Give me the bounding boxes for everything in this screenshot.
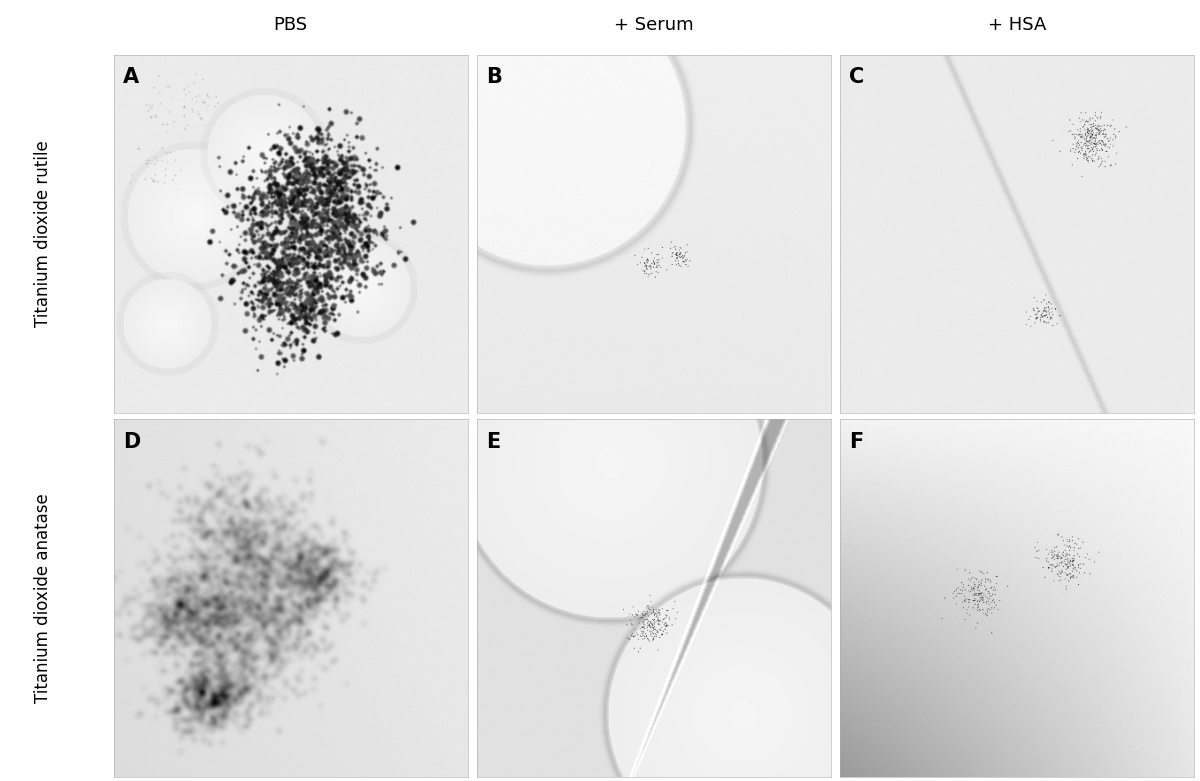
Text: E: E xyxy=(486,432,500,451)
Text: A: A xyxy=(122,67,139,87)
Text: + Serum: + Serum xyxy=(614,16,694,34)
Text: D: D xyxy=(122,432,140,451)
Text: B: B xyxy=(486,67,502,87)
Text: Titanium dioxide rutile: Titanium dioxide rutile xyxy=(35,141,53,327)
Text: PBS: PBS xyxy=(274,16,308,34)
Text: Titanium dioxide anatase: Titanium dioxide anatase xyxy=(35,493,53,703)
Text: F: F xyxy=(850,432,864,451)
Text: C: C xyxy=(850,67,864,87)
Text: + HSA: + HSA xyxy=(988,16,1046,34)
